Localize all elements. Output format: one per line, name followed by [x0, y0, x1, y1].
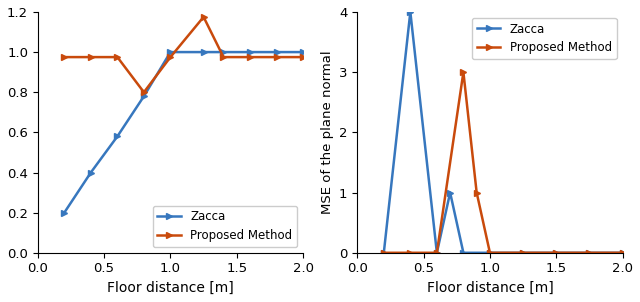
Zacca: [220, 50, 227, 54]
Zacca: [113, 135, 121, 138]
Proposed Method: [519, 251, 527, 255]
Proposed Method: [200, 15, 207, 19]
Zacca: [460, 251, 467, 255]
Zacca: [87, 171, 95, 174]
Zacca: [140, 95, 148, 98]
Zacca: [433, 251, 441, 255]
Zacca: [406, 10, 414, 14]
Zacca: [446, 191, 454, 194]
Proposed Method: [473, 191, 481, 194]
Proposed Method: [273, 55, 280, 59]
Zacca: [486, 251, 494, 255]
Zacca: [380, 251, 388, 255]
Proposed Method: [619, 251, 627, 255]
Proposed Method: [586, 251, 593, 255]
Proposed Method: [113, 55, 121, 59]
Line: Proposed Method: Proposed Method: [61, 14, 306, 95]
X-axis label: Floor distance [m]: Floor distance [m]: [426, 281, 554, 295]
Line: Zacca: Zacca: [381, 9, 625, 255]
Proposed Method: [380, 251, 388, 255]
Proposed Method: [246, 55, 254, 59]
Proposed Method: [166, 55, 174, 59]
Zacca: [200, 50, 207, 54]
Zacca: [519, 251, 527, 255]
Legend: Zacca, Proposed Method: Zacca, Proposed Method: [472, 18, 617, 59]
Proposed Method: [300, 55, 307, 59]
Zacca: [246, 50, 254, 54]
X-axis label: Floor distance [m]: Floor distance [m]: [107, 281, 234, 295]
Proposed Method: [406, 251, 414, 255]
Zacca: [60, 211, 68, 214]
Zacca: [300, 50, 307, 54]
Proposed Method: [486, 251, 494, 255]
Proposed Method: [433, 251, 441, 255]
Zacca: [552, 251, 560, 255]
Proposed Method: [552, 251, 560, 255]
Y-axis label: MSE of the plane normal: MSE of the plane normal: [321, 50, 333, 214]
Line: Zacca: Zacca: [61, 49, 306, 215]
Proposed Method: [60, 55, 68, 59]
Proposed Method: [460, 70, 467, 74]
Line: Proposed Method: Proposed Method: [381, 69, 625, 255]
Legend: Zacca, Proposed Method: Zacca, Proposed Method: [152, 206, 297, 247]
Proposed Method: [140, 90, 148, 94]
Zacca: [273, 50, 280, 54]
Zacca: [619, 251, 627, 255]
Zacca: [166, 50, 174, 54]
Proposed Method: [220, 55, 227, 59]
Zacca: [586, 251, 593, 255]
Proposed Method: [87, 55, 95, 59]
